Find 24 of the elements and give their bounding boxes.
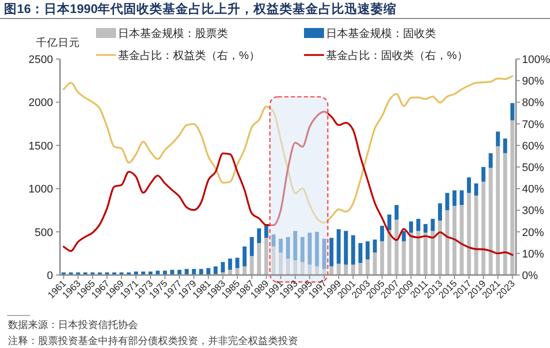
y-tick-label: 1500 [28,140,53,152]
y2-tick-label: 30% [522,205,544,218]
legend-label: 日本基金规模：股票类 [118,27,228,40]
y2-tick-label: 100% [522,54,550,66]
notes: 数据来源：日本投资信托协会 注释：股票投资基金中持有部分债权类投资，并非完全权益类投资 [8,320,298,347]
y2-tick-label: 0% [522,270,538,282]
y-tick-label: 0 [46,270,53,282]
y2-tick-label: 60% [522,140,544,152]
y-tick-label: 500 [34,226,53,239]
y2-tick-label: 10% [522,248,544,260]
chart-title: 图16：日本1990年代固收类基金占比上升，权益类基金占比迅速萎缩 [4,1,397,16]
legend-label: 基金占比：权益类（右，%） [118,49,260,62]
y-axis-title: 千亿日元 [36,36,80,49]
legend-label: 日本基金规模：固收类 [326,27,436,40]
y2-tick-label: 70% [522,118,544,131]
y2-tick-label: 50% [522,162,544,174]
y2-tick-label: 90% [522,76,544,88]
y2-tick-label: 20% [522,226,544,239]
y-tick-label: 2500 [28,54,53,66]
y-tick-label: 2000 [28,97,53,110]
legend-label: 基金占比：固收类（右，%） [326,49,468,62]
y2-tick-label: 80% [522,97,544,110]
y-tick-label: 1000 [28,184,53,196]
y2-tick-label: 40% [522,184,544,196]
